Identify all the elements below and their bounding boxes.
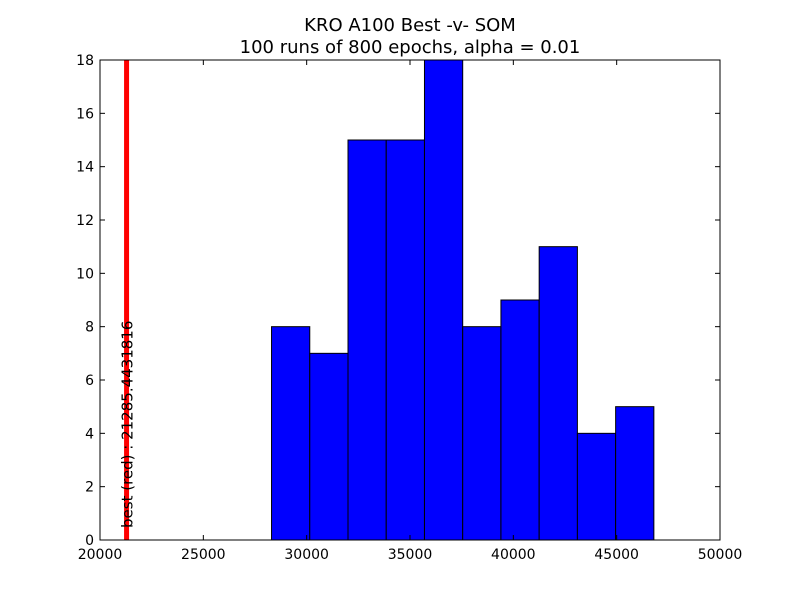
x-tick-label-5: 45000 — [594, 547, 639, 563]
chart-subtitle: 100 runs of 800 epochs, alpha = 0.01 — [240, 37, 581, 58]
histogram-bar-6 — [462, 326, 502, 541]
x-tick-label-0: 20000 — [78, 547, 123, 563]
y-tick-label-2: 4 — [85, 426, 94, 442]
histogram-bar-1 — [271, 326, 311, 541]
y-tick-label-9: 18 — [76, 53, 94, 69]
histogram-bar-4 — [385, 139, 425, 541]
y-tick-label-6: 12 — [76, 213, 94, 229]
chart-title: KRO A100 Best -v- SOM — [304, 15, 516, 36]
x-tick-label-1: 25000 — [181, 547, 226, 563]
y-tick-label-8: 16 — [76, 106, 94, 122]
best-line-group: best (red) : 21285.4431816 — [119, 60, 137, 540]
ticks-group: 20000 25000 30000 35000 40000 45000 50000 0 2 4 6 8… — [76, 53, 742, 563]
plot-frame — [99, 59, 721, 541]
histogram-bar-7 — [500, 299, 540, 541]
best-value-label: best (red) : 21285.4431816 — [119, 321, 137, 528]
histogram-bar-2 — [309, 352, 349, 541]
histogram-bar-5 — [423, 59, 464, 541]
histogram-bar-8 — [538, 246, 578, 541]
histogram-bar-10 — [615, 406, 655, 541]
histogram-bar-3 — [347, 139, 387, 541]
x-tick-label-3: 35000 — [388, 547, 433, 563]
bars-group — [271, 59, 655, 541]
x-tick-label-2: 30000 — [284, 547, 329, 563]
x-tick-label-6: 50000 — [698, 547, 743, 563]
y-tick-label-3: 6 — [85, 373, 94, 389]
y-tick-label-7: 14 — [76, 160, 94, 176]
y-tick-label-4: 8 — [85, 320, 94, 336]
histogram-bar-9 — [576, 432, 617, 541]
x-tick-label-4: 40000 — [491, 547, 536, 563]
y-tick-label-1: 2 — [85, 480, 94, 496]
y-tick-label-5: 10 — [76, 266, 94, 282]
y-tick-label-0: 0 — [85, 533, 94, 549]
